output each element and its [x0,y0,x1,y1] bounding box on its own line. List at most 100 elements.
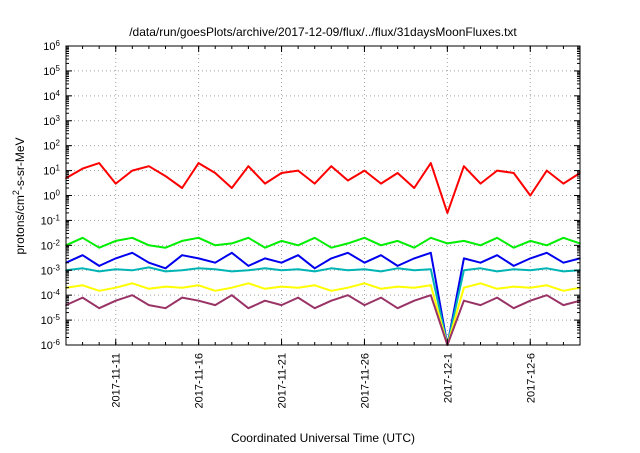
series-4-point [347,269,349,272]
series-3-point [280,261,283,264]
x-tick-label: 2017-11-16 [194,353,206,408]
series-5-point [148,288,150,290]
x-tick-label: 2017-12-1 [442,353,454,403]
series-5-point [264,288,266,290]
series-5-point [114,286,117,289]
series-4-point [330,267,333,270]
series-4-point [562,270,565,273]
series-6-point [546,294,548,297]
series-3-point [330,257,333,260]
y-tick-label: 10-1 [41,213,61,228]
series-4-point [313,270,316,273]
y-tick-label: 101 [43,163,60,178]
y-tick-label: 105 [43,63,60,78]
series-3-point [546,252,548,254]
series-3-point [512,265,515,267]
series-2-point [214,244,216,247]
series-2-point [197,237,200,239]
series-5-point [231,286,233,289]
series-1-point [148,165,150,167]
series-6-point [114,299,117,302]
series-1-point [396,172,399,174]
series-2-point [529,240,532,242]
series-3-point [164,267,167,270]
series-3-point [463,257,465,260]
series-4-point [247,269,250,272]
series-4-point [396,267,399,270]
series-2-point [546,244,548,247]
series-3-point [380,254,382,256]
series-1-point [131,169,134,172]
series-6-point [380,296,382,299]
y-tick-label: 104 [43,88,60,103]
series-1-point [181,187,183,189]
series-1-point [529,194,532,197]
series-6-point [214,304,216,306]
series-2-point [131,237,134,239]
series-6-point [313,307,316,310]
plot-frame [65,45,581,346]
series-1-point [98,162,100,164]
series-6-point [512,307,515,310]
series-6-point [496,296,498,299]
series-3-point [197,257,200,260]
series-3-point [114,257,117,260]
series-1-point [446,212,449,214]
series-1-point [512,172,515,174]
series-4-point [131,269,134,272]
series-4-point [181,269,183,272]
series-5-point [413,286,416,289]
series-3-point [98,265,100,267]
series-6-point [264,299,266,302]
series-6-point [280,304,283,306]
series-4-point [264,267,266,270]
series-4-point [479,267,482,270]
series-3-point [496,254,498,256]
series-1-point [330,165,333,167]
series-4-point [81,267,84,270]
y-tick-label: 10-2 [41,238,61,253]
series-4-point [512,268,515,271]
series-4-point [114,268,117,271]
series-6-point [297,296,299,299]
series-1-point [280,172,283,174]
x-tick-label: 2017-11-26 [359,353,371,408]
series-line-6 [65,294,581,346]
series-1-point [114,182,117,185]
series-1-point [380,182,382,185]
x-tick-label: 2017-12-6 [525,353,537,403]
series-6-point [396,307,399,310]
series-3-point [313,267,316,270]
series-line-3 [65,251,581,346]
series-3-point [181,254,183,256]
series-6-point [529,299,532,302]
x-axis-label: Coordinated Universal Time (UTC) [231,431,415,445]
series-2-point [413,246,416,249]
series-2-point [496,237,498,239]
series-6-point [247,307,250,310]
series-4-point [214,268,216,271]
series-2-point [98,246,100,249]
series-2-point [330,246,333,249]
series-1-point [347,179,349,182]
series-4-point [380,270,382,273]
series-6-point [181,296,183,299]
series-4-point [430,268,432,271]
series-3-point [562,261,565,264]
series-6-point [363,304,366,306]
series-1-point [197,162,200,164]
series-6-point [231,294,233,297]
series-6-point [131,294,134,297]
series-6-point [81,296,84,299]
y-tick-label: 100 [43,188,60,203]
series-1-point [463,165,465,167]
series-2-point [247,237,250,239]
series-2-point [347,242,349,245]
series-6-point [562,304,565,306]
series-1-point [546,169,548,172]
series-1-point [264,182,266,185]
series-5-point [214,290,216,292]
series-6-point [164,307,167,310]
series-layer [65,162,581,346]
